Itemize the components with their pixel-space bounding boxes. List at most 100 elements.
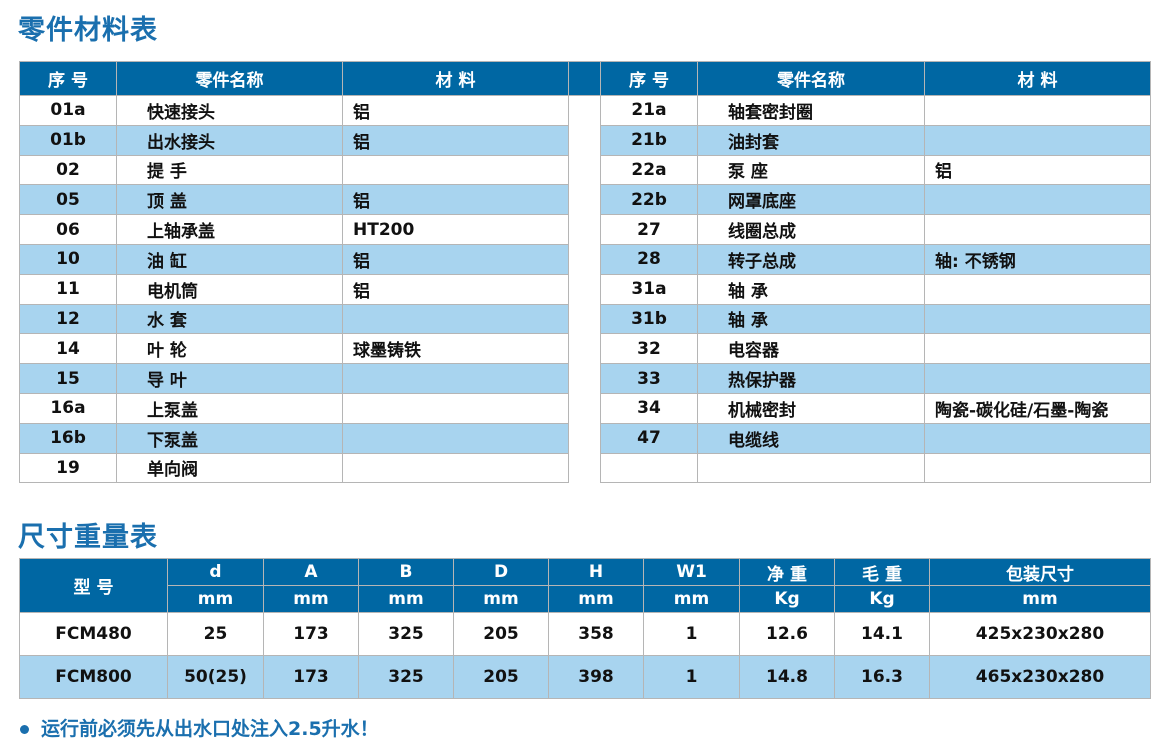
table-row: 15 导 叶 33 热保护器 <box>19 363 1151 394</box>
part-material: 陶瓷-碳化硅/石墨-陶瓷 <box>924 392 1151 424</box>
header-unit: Kg <box>739 585 835 613</box>
part-name: 热保护器 <box>697 363 925 394</box>
table-row: FCM480 25 173 325 205 358 1 12.6 14.1 425x230x280 <box>19 612 1151 656</box>
model-cell: FCM480 <box>19 612 168 656</box>
part-material <box>342 303 569 335</box>
part-no: 21a <box>600 95 698 126</box>
header-dim: d <box>167 558 264 586</box>
part-name: 电容器 <box>697 333 925 365</box>
value-cell: 173 <box>263 655 359 699</box>
header-name: 零件名称 <box>697 61 925 96</box>
header-unit: mm <box>167 585 264 613</box>
dims-table: 型 号 d A B D H W1 净 重毛 重包装尺寸 mm mm mm mm mm mm Kg Kg mm F… <box>19 558 1151 699</box>
table-row: 16b 下泵盖 47 电缆线 <box>19 422 1151 454</box>
header-unit: mm <box>358 585 454 613</box>
value-cell: 173 <box>263 612 359 656</box>
part-no: 15 <box>19 363 117 394</box>
part-material: 球墨铸铁 <box>342 333 569 365</box>
part-material: 轴: 不锈钢 <box>924 243 1151 275</box>
part-name: 机械密封 <box>697 392 925 424</box>
header-dim: 包装尺寸 <box>929 558 1151 586</box>
note: 运行前必须先从出水口处注入2.5升水！ <box>20 714 379 741</box>
gap-cell <box>568 393 601 424</box>
part-name: 轴 承 <box>697 303 925 335</box>
part-name: 轴 承 <box>697 273 925 305</box>
part-material: 铝 <box>342 95 569 126</box>
part-no: 10 <box>19 243 117 275</box>
part-no: 16b <box>19 422 117 454</box>
part-no: 22b <box>600 184 698 216</box>
header-no: 序 号 <box>19 61 117 96</box>
part-no: 14 <box>19 333 117 365</box>
part-no: 01b <box>19 124 117 156</box>
value-cell: 325 <box>358 655 454 699</box>
table-row: 05 顶 盖铝 22b 网罩底座 <box>19 184 1151 216</box>
part-material <box>924 124 1151 156</box>
part-material <box>924 363 1151 394</box>
header-unit: mm <box>263 585 359 613</box>
part-name: 油封套 <box>697 124 925 156</box>
part-material: 铝 <box>924 154 1151 186</box>
gap-cell <box>568 453 601 483</box>
table-row: 19 单向阀 <box>19 452 1151 484</box>
gap-cell <box>568 274 601 305</box>
header-dim: W1 <box>643 558 740 586</box>
part-name: 线圈总成 <box>697 214 925 245</box>
header-dim: 净 重 <box>739 558 835 586</box>
table-row: 16a 上泵盖 34 机械密封 陶瓷-碳化硅/石墨-陶瓷 <box>19 392 1151 424</box>
bullet-icon <box>20 725 29 734</box>
header-dim: 毛 重 <box>834 558 930 586</box>
parts-table: 序 号 零件名称 材 料 序 号 零件名称 材 料 01a 快速接头铝 21a 轴套密… <box>19 61 1151 484</box>
value-cell: 14.1 <box>834 612 930 656</box>
part-no: 05 <box>19 184 117 216</box>
value-cell: 16.3 <box>834 655 930 699</box>
part-no: 28 <box>600 243 698 275</box>
part-material <box>924 184 1151 216</box>
part-no: 19 <box>19 452 117 484</box>
part-no: 22a <box>600 154 698 186</box>
note-text: 运行前必须先从出水口处注入2.5升水！ <box>41 718 379 740</box>
header-unit: Kg <box>834 585 930 613</box>
header-material: 材 料 <box>342 61 569 96</box>
gap-cell <box>568 95 601 126</box>
header-material: 材 料 <box>924 61 1151 96</box>
header-dim: B <box>358 558 454 586</box>
value-cell: 205 <box>453 612 549 656</box>
part-no: 47 <box>600 422 698 454</box>
part-name: 电缆线 <box>697 422 925 454</box>
part-name: 出水接头 <box>116 124 343 156</box>
part-name: 叶 轮 <box>116 333 343 365</box>
part-material: 铝 <box>342 243 569 275</box>
part-name <box>697 452 925 484</box>
header-unit: mm <box>453 585 549 613</box>
part-name: 轴套密封圈 <box>697 95 925 126</box>
header-unit: mm <box>548 585 644 613</box>
part-material <box>342 154 569 186</box>
part-material <box>924 422 1151 454</box>
gap-cell <box>568 184 601 215</box>
table-row: 01a 快速接头铝 21a 轴套密封圈 <box>19 95 1151 126</box>
part-material <box>342 392 569 424</box>
part-material <box>924 452 1151 484</box>
gap-cell <box>568 333 601 364</box>
header-dim: A <box>263 558 359 586</box>
part-material: 铝 <box>342 124 569 156</box>
gap-cell <box>568 125 601 156</box>
value-cell: 25 <box>167 612 264 656</box>
part-material <box>924 214 1151 245</box>
part-no: 12 <box>19 303 117 335</box>
part-name: 下泵盖 <box>116 422 343 454</box>
part-no: 21b <box>600 124 698 156</box>
part-material <box>342 422 569 454</box>
part-name: 快速接头 <box>116 95 343 126</box>
table-row: 01b 出水接头铝 21b 油封套 <box>19 124 1151 156</box>
header-model: 型 号 <box>19 558 168 613</box>
value-cell: 50(25) <box>167 655 264 699</box>
gap-cell <box>568 304 601 334</box>
part-material: 铝 <box>342 273 569 305</box>
header-no: 序 号 <box>600 61 698 96</box>
gap-cell <box>568 214 601 245</box>
value-cell: 465x230x280 <box>929 655 1151 699</box>
part-material <box>342 452 569 484</box>
value-cell: 398 <box>548 655 644 699</box>
